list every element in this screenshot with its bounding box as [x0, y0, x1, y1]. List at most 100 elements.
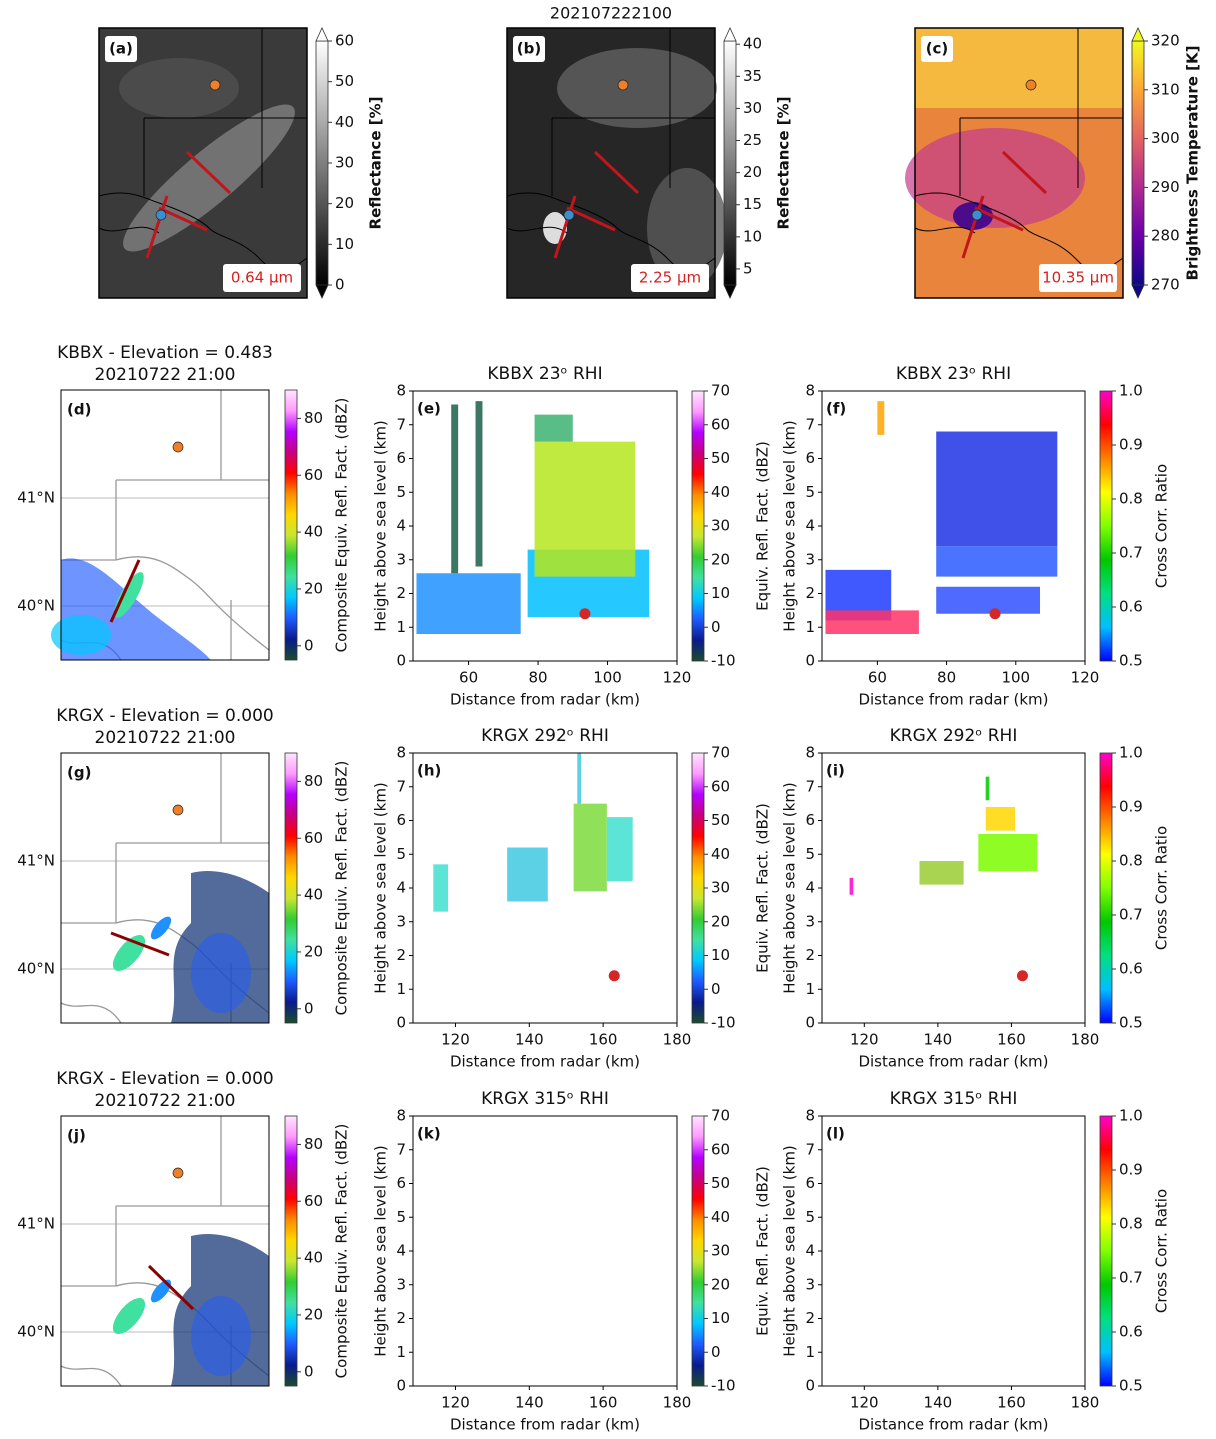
colorbar-tick-label: -10: [711, 1014, 736, 1032]
band-box: [631, 264, 709, 292]
target-marker: [608, 970, 620, 982]
y-tick-label: 2: [396, 946, 406, 964]
y-tick-label: 6: [805, 811, 815, 829]
colorbar-tick-label: 0.6: [1119, 1323, 1143, 1341]
panel-label: (a): [109, 40, 133, 58]
colorbar-label: Composite Equiv. Refl. Fact. (dBZ): [333, 1124, 351, 1379]
band-box: [223, 264, 301, 292]
y-tick-label: 40°N: [17, 597, 55, 615]
colorbar: [284, 389, 298, 661]
colorbar-tick-label: 0.8: [1119, 1215, 1143, 1233]
y-tick-label: 2: [805, 584, 815, 602]
colorbar-tick-label: 40: [304, 886, 323, 904]
echo: [936, 546, 1058, 577]
y-tick-label: 40°N: [17, 1323, 55, 1341]
colorbar: [1131, 40, 1145, 286]
colorbar-label: Equiv. Refl. Fact. (dBZ): [754, 1166, 772, 1336]
y-tick-label: 2: [805, 1309, 815, 1327]
radar-site: [563, 209, 575, 221]
echo-area: [112, 1233, 269, 1386]
colorbar-tick-label: 40: [711, 483, 730, 501]
x-tick-label: 140: [515, 1031, 544, 1049]
colorbar-tick-label: 10: [711, 946, 730, 964]
x-tick-label: 80: [937, 669, 956, 687]
colorbar-tick-label: 60: [335, 32, 354, 50]
x-axis-label: Distance from radar (km): [450, 1053, 640, 1071]
y-tick-label: 2: [805, 946, 815, 964]
colorbar-label: Composite Equiv. Refl. Fact. (dBZ): [333, 761, 351, 1016]
colorbar: [691, 752, 705, 1024]
echo: [985, 776, 990, 801]
echo: [606, 817, 633, 882]
state-border: [914, 226, 976, 234]
chart-title: KRGX 315ᵒ RHI: [890, 1089, 1018, 1109]
echo: [849, 877, 854, 895]
colorbar-tick-label: 50: [711, 811, 730, 829]
colorbar-label: Cross Corr. Ratio: [1153, 1189, 1171, 1313]
y-tick-label: 3: [396, 1275, 406, 1293]
state-border: [60, 1002, 122, 1024]
colorbar-tick-label: 0.5: [1119, 1377, 1143, 1395]
colorbar-tick-label: 270: [1151, 276, 1180, 294]
echo: [475, 401, 483, 567]
band-label: 2.25 µm: [639, 269, 701, 287]
cross-section: [185, 150, 232, 195]
y-tick-label: 7: [805, 1140, 815, 1158]
colorbar-tick-label: 60: [304, 1192, 323, 1210]
echo: [534, 441, 636, 577]
y-tick-label: 3: [805, 550, 815, 568]
y-tick-label: 3: [805, 1275, 815, 1293]
echo: [416, 573, 521, 634]
colorbar-tick-label: 0.5: [1119, 652, 1143, 670]
panel-label: (h): [417, 762, 441, 780]
echo: [191, 933, 251, 1013]
y-tick-label: 0: [396, 1377, 406, 1395]
y-tick-label: 5: [805, 483, 815, 501]
colorbar-tick-label: 1.0: [1119, 382, 1143, 400]
y-axis-label: Height above sea level (km): [372, 782, 390, 994]
y-tick-label: 0: [396, 1014, 406, 1032]
panel-label: (e): [417, 400, 441, 418]
colorbar-tick-label: 30: [711, 879, 730, 897]
echo: [114, 572, 144, 618]
y-tick-label: 3: [396, 912, 406, 930]
colorbar-label: Equiv. Refl. Fact. (dBZ): [754, 803, 772, 973]
echo: [112, 1297, 146, 1335]
map-title: KRGX - Elevation = 0.000: [56, 1069, 273, 1089]
y-tick-label: 6: [396, 449, 406, 467]
colorbar: [284, 1115, 298, 1387]
y-tick-label: 4: [805, 517, 815, 535]
echo: [978, 834, 1038, 872]
colorbar-tick-label: 70: [711, 744, 730, 762]
colorbar-tick-label: 60: [304, 466, 323, 484]
y-tick-label: 0: [805, 652, 815, 670]
target-site: [209, 79, 221, 91]
x-axis-label: Distance from radar (km): [450, 691, 640, 709]
colorbar-tick-label: 0.8: [1119, 852, 1143, 870]
band-label: 0.64 µm: [231, 269, 293, 287]
y-tick-label: 5: [396, 1208, 406, 1226]
panel-label: (c): [926, 40, 949, 58]
target-site: [172, 441, 184, 453]
y-tick-label: 1: [396, 980, 406, 998]
y-tick-label: 6: [396, 1174, 406, 1192]
colorbar-tick-label: 35: [743, 67, 762, 85]
y-tick-label: 1: [396, 1343, 406, 1361]
colorbar-tick-label: 1.0: [1119, 744, 1143, 762]
colorbar-extend: [723, 27, 737, 42]
x-tick-label: 140: [924, 1031, 953, 1049]
colorbar-label: Cross Corr. Ratio: [1153, 464, 1171, 588]
colorbar-tick-label: 0.7: [1119, 906, 1143, 924]
x-tick-label: 140: [924, 1394, 953, 1412]
chart-title: KBBX 23ᵒ RHI: [487, 364, 602, 384]
colorbar-tick-label: 10: [711, 1309, 730, 1327]
cross-section: [1001, 150, 1048, 195]
colorbar-label: Reflectance [%]: [367, 97, 385, 230]
colorbar-tick-label: 20: [711, 912, 730, 930]
target-marker: [1016, 970, 1028, 982]
cross-section: [974, 206, 1024, 232]
panel-label: (k): [417, 1125, 441, 1143]
colorbar-tick-label: 320: [1151, 32, 1180, 50]
x-tick-label: 160: [589, 1031, 618, 1049]
y-tick-label: 4: [805, 1242, 815, 1260]
